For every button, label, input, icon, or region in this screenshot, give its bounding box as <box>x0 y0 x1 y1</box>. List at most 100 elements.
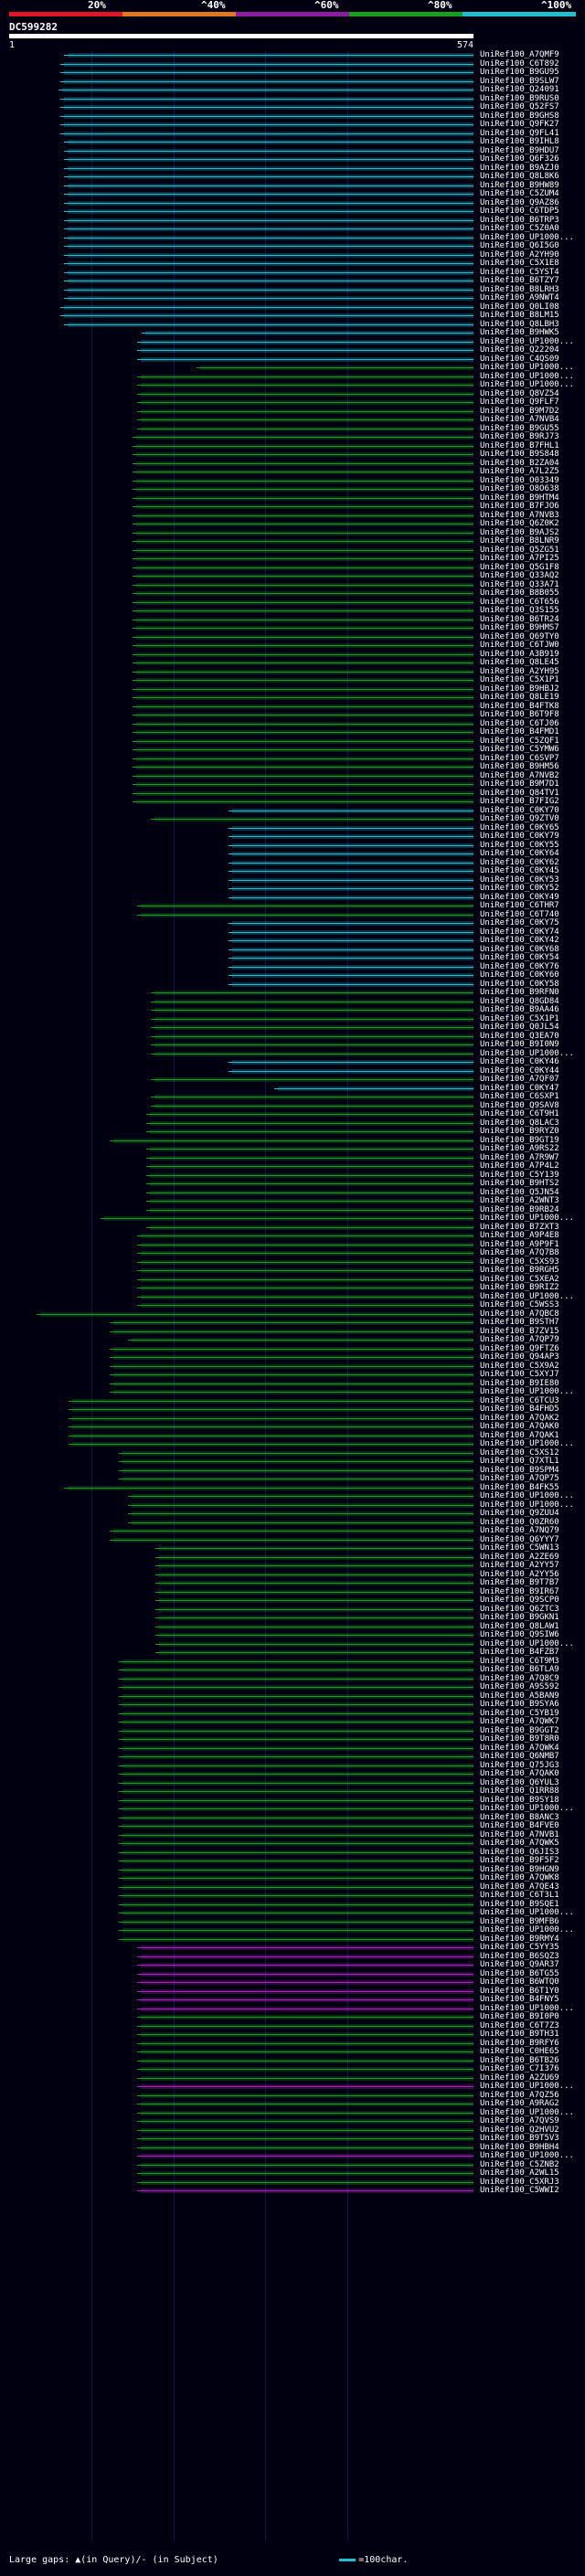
hit-label-link[interactable]: UniRef100_B9RGH5 <box>480 1266 559 1275</box>
hit-label-link[interactable]: UniRef100_Q2HVU2 <box>480 2125 559 2135</box>
hit-label-link[interactable]: UniRef100_B9HWK5 <box>480 328 559 337</box>
hit-label-link[interactable]: UniRef100_A7QAK2 <box>480 1413 559 1423</box>
hit-label-link[interactable]: UniRef100_A7QAK1 <box>480 1430 559 1440</box>
hit-label-link[interactable]: UniRef100_UP1000... <box>480 1491 574 1500</box>
hit-label-link[interactable]: UniRef100_UP1000... <box>480 2151 574 2160</box>
hit-label-link[interactable]: UniRef100_A7QP75 <box>480 1474 559 1483</box>
hit-label-link[interactable]: UniRef100_B8LNR9 <box>480 536 559 546</box>
hit-label-link[interactable]: UniRef100_A7NVB1 <box>480 1829 559 1839</box>
hit-label-link[interactable]: UniRef100_B7FHL1 <box>480 440 559 451</box>
hit-label-link[interactable]: UniRef100_B9RB24 <box>480 1204 559 1214</box>
hit-label-link[interactable]: UniRef100_B9F5F2 <box>480 1856 559 1865</box>
hit-label-link[interactable]: UniRef100_B9I0N9 <box>480 1040 559 1049</box>
hit-label-link[interactable]: UniRef100_Q6F326 <box>480 154 559 164</box>
hit-label-link[interactable]: UniRef100_UP1000... <box>480 1638 574 1648</box>
hit-label-link[interactable]: UniRef100_B6T1Y0 <box>480 1986 559 1996</box>
hit-label-link[interactable]: UniRef100_B4FVE0 <box>480 1821 559 1830</box>
hit-label-link[interactable]: UniRef100_Q8LBH3 <box>480 319 559 329</box>
hit-label-link[interactable]: UniRef100_C0KY54 <box>480 953 559 962</box>
hit-label-link[interactable]: UniRef100_B7ZXT3 <box>480 1222 559 1232</box>
hit-label-link[interactable]: UniRef100_A2WL15 <box>480 2168 559 2178</box>
hit-label-link[interactable]: UniRef100_B9HBH4 <box>480 2142 559 2152</box>
hit-label-link[interactable]: UniRef100_Q9AR37 <box>480 1960 559 1969</box>
hit-label-link[interactable]: UniRef100_Q0JL54 <box>480 1023 559 1032</box>
hit-label-link[interactable]: UniRef100_C6THR7 <box>480 901 559 910</box>
hit-label-link[interactable]: UniRef100_B9I0P0 <box>480 2012 559 2021</box>
hit-label-link[interactable]: UniRef100_C6T656 <box>480 597 559 607</box>
hit-label-link[interactable]: UniRef100_Q9ZUU4 <box>480 1509 559 1518</box>
hit-label-link[interactable]: UniRef100_B9T8R0 <box>480 1734 559 1744</box>
hit-label-link[interactable]: UniRef100_B9IR67 <box>480 1586 559 1596</box>
hit-label-link[interactable]: UniRef100_C0KY49 <box>480 892 559 902</box>
hit-label-link[interactable]: UniRef100_B9RJ73 <box>480 432 559 441</box>
hit-label-link[interactable]: UniRef100_C6TJ06 <box>480 718 559 728</box>
hit-label-link[interactable]: UniRef100_C0KY55 <box>480 840 559 850</box>
hit-label-link[interactable]: UniRef100_B9SQE1 <box>480 1899 559 1909</box>
hit-label-link[interactable]: UniRef100_B6SQZ3 <box>480 1951 559 1961</box>
hit-label-link[interactable]: UniRef100_UP1000... <box>480 1804 574 1813</box>
hit-label-link[interactable]: UniRef100_C6TJW0 <box>480 641 559 650</box>
hit-label-link[interactable]: UniRef100_UP1000... <box>480 2082 574 2091</box>
hit-label-link[interactable]: UniRef100_A7R9W7 <box>480 1152 559 1162</box>
hit-label-link[interactable]: UniRef100_Q6Z0K2 <box>480 519 559 528</box>
hit-label-link[interactable]: UniRef100_Q6ZTC3 <box>480 1604 559 1614</box>
hit-label-link[interactable]: UniRef100_Q5G1F8 <box>480 562 559 572</box>
hit-label-link[interactable]: UniRef100_B9RFN0 <box>480 988 559 997</box>
hit-label-link[interactable]: UniRef100_Q22204 <box>480 345 559 355</box>
hit-label-link[interactable]: UniRef100_B8B055 <box>480 588 559 598</box>
hit-label-link[interactable]: UniRef100_B9T7B7 <box>480 1578 559 1587</box>
hit-label-link[interactable]: UniRef100_C0KY47 <box>480 1083 559 1093</box>
hit-label-link[interactable]: UniRef100_C5XYJ7 <box>480 1370 559 1379</box>
hit-label-link[interactable]: UniRef100_B4FHD5 <box>480 1405 559 1414</box>
hit-label-link[interactable]: UniRef100_B9IE80 <box>480 1378 559 1388</box>
hit-label-link[interactable]: UniRef100_C5YST4 <box>480 267 559 277</box>
hit-label-link[interactable]: UniRef100_C0KY68 <box>480 944 559 954</box>
hit-label-link[interactable]: UniRef100_UP1000... <box>480 1291 574 1301</box>
hit-label-link[interactable]: UniRef100_O8O638 <box>480 484 559 493</box>
hit-label-link[interactable]: UniRef100_C0HE65 <box>480 2047 559 2056</box>
hit-label-link[interactable]: UniRef100_Q8LAC3 <box>480 1118 559 1128</box>
hit-label-link[interactable]: UniRef100_Q6YYY7 <box>480 1534 559 1544</box>
hit-label-link[interactable]: UniRef100_A7NVB2 <box>480 770 559 780</box>
hit-label-link[interactable]: UniRef100_UP1000... <box>480 1500 574 1510</box>
hit-label-link[interactable]: UniRef100_O03349 <box>480 475 559 485</box>
hit-label-link[interactable]: UniRef100_C0KY53 <box>480 875 559 885</box>
hit-label-link[interactable]: UniRef100_Q8L8K6 <box>480 172 559 181</box>
hit-label-link[interactable]: UniRef100_C5ZQF1 <box>480 736 559 746</box>
hit-label-link[interactable]: UniRef100_A9RS22 <box>480 1144 559 1153</box>
hit-label-link[interactable]: UniRef100_Q94AP3 <box>480 1352 559 1362</box>
hit-label-link[interactable]: UniRef100_A9NWT4 <box>480 293 559 302</box>
hit-label-link[interactable]: UniRef100_Q84TV1 <box>480 788 559 798</box>
hit-label-link[interactable]: UniRef100_C5ZUM4 <box>480 189 559 198</box>
hit-label-link[interactable]: UniRef100_B9S848 <box>480 450 559 459</box>
hit-label-link[interactable]: UniRef100_A2WNT3 <box>480 1196 559 1205</box>
hit-label-link[interactable]: UniRef100_C0KY79 <box>480 832 559 841</box>
hit-label-link[interactable]: UniRef100_B7ZV15 <box>480 1326 559 1336</box>
hit-label-link[interactable]: UniRef100_B9MFB6 <box>480 1916 559 1926</box>
hit-label-link[interactable]: UniRef100_C6T740 <box>480 909 559 919</box>
hit-label-link[interactable]: UniRef100_Q8LE19 <box>480 693 559 702</box>
hit-label-link[interactable]: UniRef100_UP1000... <box>480 1908 574 1917</box>
hit-label-link[interactable]: UniRef100_C5X1P1 <box>480 1013 559 1023</box>
hit-label-link[interactable]: UniRef100_B9HTM4 <box>480 493 559 503</box>
hit-label-link[interactable]: UniRef100_B9AZJ0 <box>480 163 559 173</box>
hit-label-link[interactable]: UniRef100_B9GHS8 <box>480 111 559 121</box>
hit-label-link[interactable]: UniRef100_UP1000... <box>480 336 574 346</box>
hit-label-link[interactable]: UniRef100_UP1000... <box>480 1387 574 1396</box>
hit-label-link[interactable]: UniRef100_B9SPM4 <box>480 1465 559 1475</box>
hit-label-link[interactable]: UniRef100_A7QWK7 <box>480 1717 559 1726</box>
hit-label-link[interactable]: UniRef100_UP1000... <box>480 2107 574 2117</box>
hit-label-link[interactable]: UniRef100_A7NVB4 <box>480 415 559 424</box>
hit-label-link[interactable]: UniRef100_B6TZY7 <box>480 276 559 285</box>
hit-label-link[interactable]: UniRef100_B7FJO6 <box>480 502 559 511</box>
hit-label-link[interactable]: UniRef100_Q8LAW1 <box>480 1621 559 1631</box>
hit-label-link[interactable]: UniRef100_Q6NMB7 <box>480 1752 559 1761</box>
hit-label-link[interactable]: UniRef100_A7QAK0 <box>480 1422 559 1431</box>
hit-label-link[interactable]: UniRef100_A7Q7B8 <box>480 1248 559 1257</box>
hit-label-link[interactable]: UniRef100_C6TCU3 <box>480 1395 559 1405</box>
hit-label-link[interactable]: UniRef100_A7QAK0 <box>480 1769 559 1778</box>
hit-label-link[interactable]: UniRef100_A7QP79 <box>480 1335 559 1344</box>
hit-label-link[interactable]: UniRef100_C0KY70 <box>480 805 559 815</box>
hit-label-link[interactable]: UniRef100_C6T3L1 <box>480 1891 559 1900</box>
hit-label-link[interactable]: UniRef100_B2ZA04 <box>480 458 559 468</box>
